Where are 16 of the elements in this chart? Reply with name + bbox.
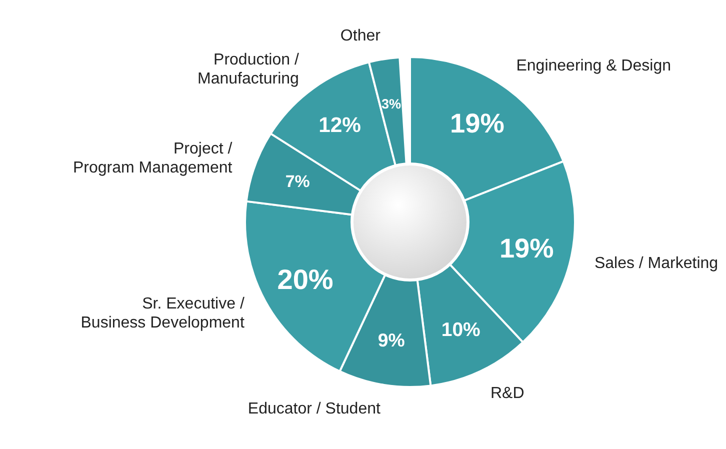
data-label: 3% — [382, 96, 402, 112]
slice-label: Project / Program Management — [72, 140, 233, 176]
slice-label: Production / Manufacturing — [198, 51, 300, 88]
slice-label: Educator / Student — [248, 400, 381, 418]
data-label: 10% — [441, 319, 480, 342]
data-label: 9% — [378, 330, 406, 351]
slice-label: Other — [340, 26, 382, 44]
slice-label: Sales / Marketing — [594, 254, 718, 272]
slice-label: Engineering & Design — [516, 57, 671, 74]
slice-label: R&D — [490, 384, 524, 402]
slice-label: Sr. Executive / Business Development — [80, 295, 245, 332]
data-label: 12% — [318, 114, 362, 137]
data-label: 7% — [285, 172, 310, 192]
data-label: 20% — [277, 264, 334, 296]
data-label: 19% — [499, 232, 554, 264]
data-label: 19% — [450, 108, 504, 139]
